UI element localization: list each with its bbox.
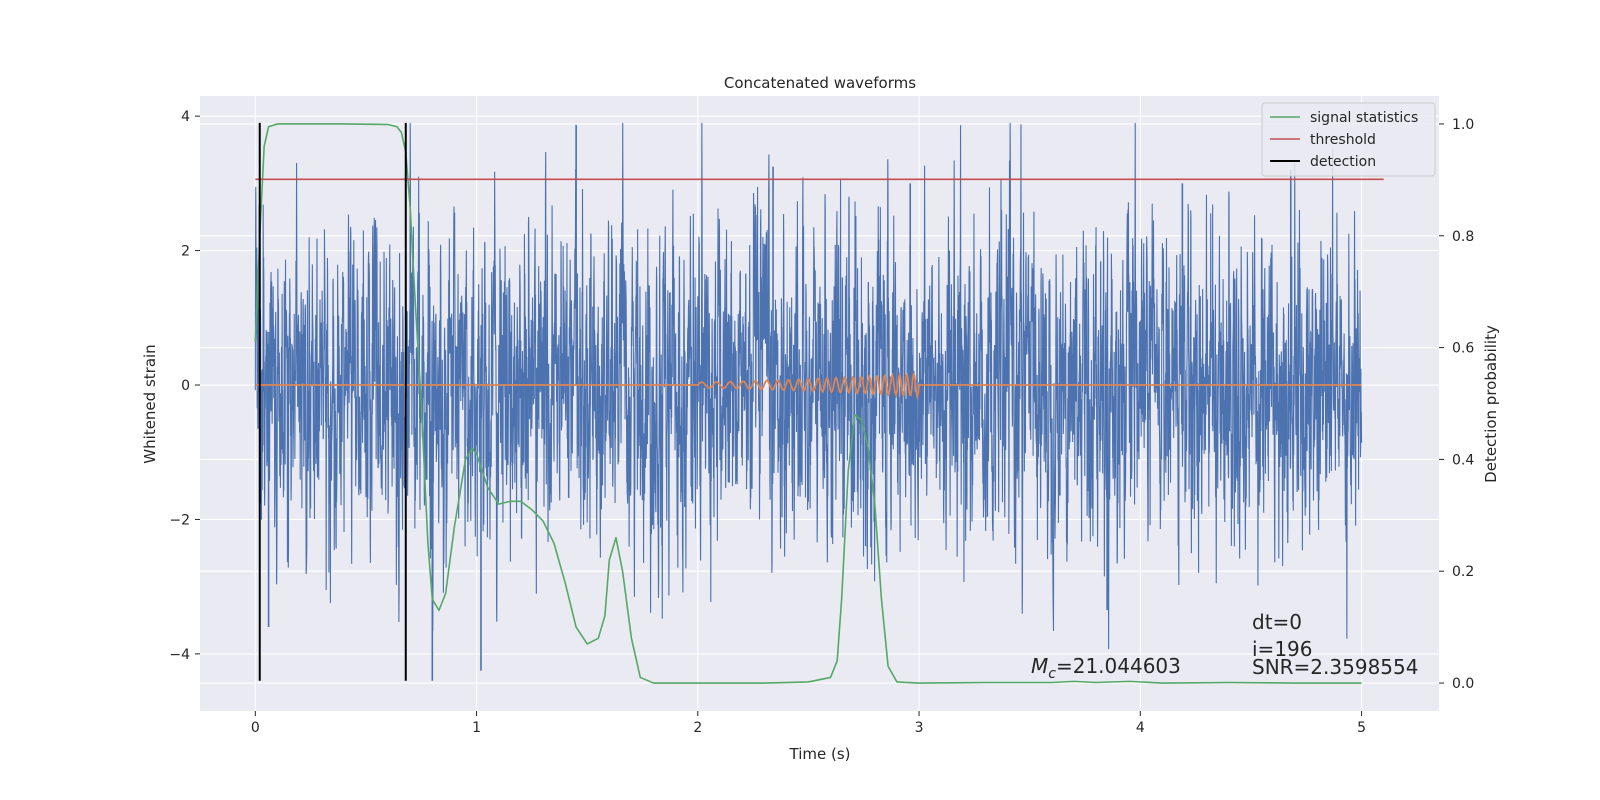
legend-label-detection: detection bbox=[1310, 154, 1376, 170]
dt-annotation: dt=0 bbox=[1252, 610, 1302, 634]
signal-statistics-layer bbox=[254, 122, 1384, 684]
y2-tick-label: 1.0 bbox=[1452, 117, 1474, 133]
y-tick-label: 4 bbox=[181, 109, 190, 125]
strain-layer bbox=[254, 122, 1363, 681]
x-axis-label: Time (s) bbox=[789, 745, 851, 763]
y2-tick-label: 0.8 bbox=[1452, 229, 1474, 245]
chart-title: Concatenated waveforms bbox=[724, 74, 916, 92]
y-axis-label: Whitened strain bbox=[141, 344, 159, 463]
legend-label-threshold: threshold bbox=[1310, 132, 1376, 148]
x-tick-label: 5 bbox=[1357, 720, 1366, 736]
ticks: 0 1 2 3 4 5 −4 −2 0 2 4 0.0 0.2 0.4 0.6 0.8 1.0 bbox=[169, 109, 1474, 736]
y2-tick-label: 0.4 bbox=[1452, 452, 1474, 468]
x-tick-label: 3 bbox=[915, 720, 924, 736]
y2-tick-label: 0.6 bbox=[1452, 341, 1474, 357]
legend-box bbox=[1261, 102, 1436, 177]
y2-tick-label: 0.2 bbox=[1452, 564, 1474, 580]
y-tick-label: 2 bbox=[181, 244, 190, 260]
y2-axis-label: Detection probability bbox=[1482, 325, 1500, 483]
y-tick-label: 0 bbox=[181, 378, 190, 394]
annotations: Mc=21.044603 dt=0 i=196 SNR=2.3598554 bbox=[1031, 610, 1418, 682]
legend: signal statistics threshold detection bbox=[1261, 102, 1436, 177]
template-line bbox=[255, 371, 1362, 400]
index-annotation: i=196 bbox=[1252, 637, 1313, 661]
chirp-mass-symbol: M bbox=[1031, 654, 1048, 678]
chirp-mass-subscript: c bbox=[1048, 666, 1056, 682]
x-tick-label: 2 bbox=[693, 720, 702, 736]
x-tick-label: 1 bbox=[472, 720, 481, 736]
snr-annotation: SNR=2.3598554 bbox=[1252, 655, 1418, 679]
template-layer bbox=[255, 371, 1362, 400]
x-tick-label: 4 bbox=[1136, 720, 1145, 736]
y-tick-label: −2 bbox=[169, 512, 190, 528]
strain-line bbox=[254, 122, 1363, 650]
legend-label-signal-statistics: signal statistics bbox=[1310, 110, 1418, 126]
y2-tick-label: 0.0 bbox=[1452, 676, 1474, 692]
x-tick-label: 0 bbox=[251, 720, 260, 736]
y-tick-label: −4 bbox=[169, 647, 190, 663]
chirp-mass-annotation: Mc=21.044603 bbox=[1031, 654, 1181, 682]
chirp-mass-value: =21.044603 bbox=[1056, 654, 1181, 678]
